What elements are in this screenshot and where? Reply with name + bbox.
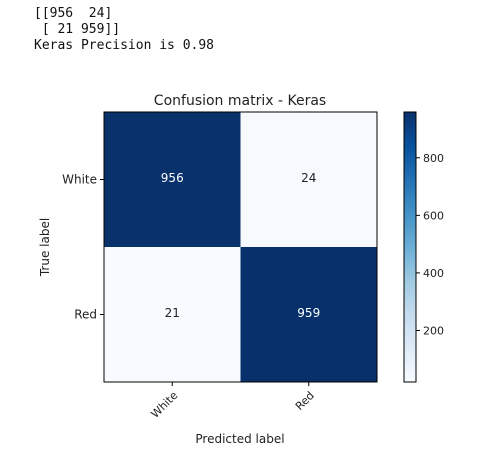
chart-title: Confusion matrix - Keras (154, 93, 326, 109)
heatmap-cell (104, 247, 241, 382)
colorbar-tick-label: 400 (423, 267, 444, 280)
cell-value-label: 959 (297, 306, 320, 320)
colorbar-tick-label: 600 (423, 209, 444, 222)
cell-value-label: 24 (301, 171, 316, 185)
cell-value-label: 21 (165, 306, 180, 320)
x-tick-label: Red (293, 389, 317, 413)
heatmap-cell (240, 247, 377, 382)
console-line-3: Keras Precision is 0.98 (34, 38, 215, 53)
y-tick-label: Red (74, 308, 97, 322)
heatmap-cell (104, 112, 241, 247)
console-line-1: [[956 24] (34, 6, 113, 21)
colorbar-tick-label: 800 (423, 152, 444, 165)
console-line-2: [ 21 959]] (34, 22, 121, 37)
y-tick-label: White (62, 173, 97, 187)
heatmap-cells: 956 24 21 959 (104, 112, 377, 382)
heatmap-cell (240, 112, 377, 247)
console-output: [[956 24] [ 21 959]] Keras Precision is 0… (34, 6, 214, 54)
colorbar-ticks: 200 400 600 800 (416, 152, 444, 337)
plot-frame (103, 111, 378, 383)
cell-value-label: 956 (161, 171, 184, 185)
x-tick-label: White (149, 389, 181, 421)
y-axis-label: True label (38, 218, 52, 277)
colorbar-tick-label: 200 (423, 324, 444, 337)
colorbar (403, 111, 417, 383)
x-axis-label: Predicted label (195, 432, 284, 446)
